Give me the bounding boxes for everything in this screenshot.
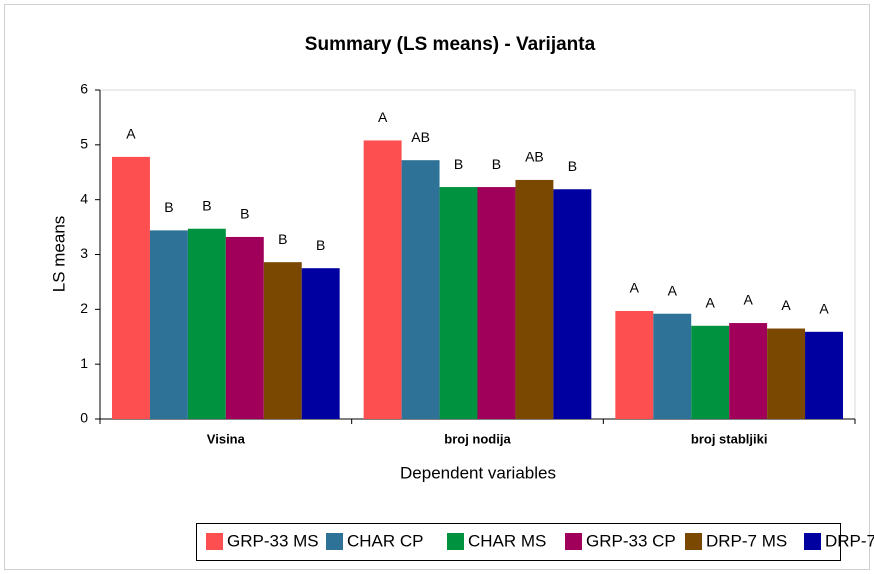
bar-letter: AB [411, 129, 430, 145]
bar [615, 310, 654, 419]
bar [263, 262, 302, 419]
bar [187, 228, 226, 419]
bar [691, 325, 730, 419]
legend-label: GRP-33 CP [586, 531, 676, 550]
y-tick-label: 5 [80, 136, 88, 152]
bar-letter: B [568, 158, 577, 174]
chart-title: Summary (LS means) - Varijanta [305, 34, 596, 55]
y-tick-label: 6 [80, 81, 88, 97]
legend-box [196, 523, 841, 561]
x-tick-label: broj nodija [444, 431, 511, 446]
bar-letter: B [202, 197, 211, 213]
bar-letter: B [164, 199, 173, 215]
x-tick-label: broj stabljiki [691, 431, 768, 446]
bar-letter: A [819, 301, 829, 317]
bar [553, 189, 592, 419]
bar [515, 179, 554, 419]
bar [477, 187, 516, 419]
legend-swatch [447, 533, 464, 550]
legend-swatch [565, 533, 582, 550]
y-tick-label: 0 [80, 410, 88, 426]
bar-letter: B [240, 206, 249, 222]
bar [301, 268, 340, 419]
legend-swatch [685, 533, 702, 550]
bar-letter: B [316, 237, 325, 253]
bar [729, 323, 768, 419]
y-tick-label: 4 [80, 190, 88, 206]
x-tick-label: Visina [207, 431, 246, 446]
bar [805, 331, 843, 419]
bar [149, 230, 188, 419]
bar [112, 156, 150, 419]
legend-label: GRP-33 MS [227, 531, 319, 550]
bar [439, 187, 478, 419]
bar-letter: A [706, 294, 716, 310]
legend-label: CHAR CP [347, 531, 424, 550]
bar-letter: A [781, 297, 791, 313]
bar [363, 140, 402, 420]
legend-swatch [804, 533, 821, 550]
bar-letter: A [630, 280, 640, 296]
legend-label: DRP-7 CP [825, 531, 874, 550]
x-axis-label: Dependent variables [400, 463, 556, 482]
bar-letter: A [668, 282, 678, 298]
bar-letter: B [454, 156, 463, 172]
legend-label: CHAR MS [468, 531, 546, 550]
y-tick-label: 1 [80, 355, 88, 371]
y-tick-label: 3 [80, 245, 88, 261]
bar [225, 236, 264, 419]
legend-swatch [206, 533, 223, 550]
bar-letter: A [378, 109, 388, 125]
bar-letter: A [743, 292, 753, 308]
bar [653, 313, 692, 419]
y-axis-label: LS means [49, 216, 68, 293]
bar-letter: B [278, 231, 287, 247]
bar-letter: A [126, 126, 136, 142]
bar [767, 328, 806, 419]
bar-letter: B [492, 156, 501, 172]
bar [401, 160, 440, 420]
bar-letter: AB [525, 149, 544, 165]
legend-swatch [326, 533, 343, 550]
y-tick-label: 2 [80, 300, 88, 316]
legend-label: DRP-7 MS [706, 531, 787, 550]
